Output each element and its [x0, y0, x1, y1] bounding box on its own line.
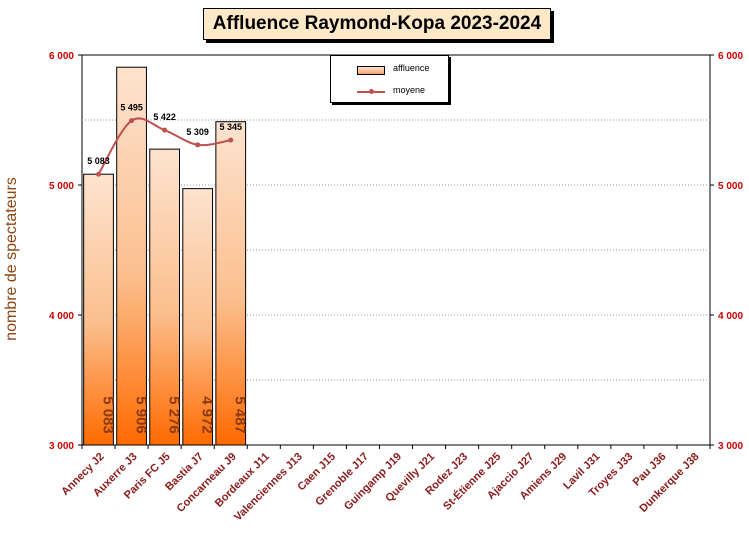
legend-swatch-dot	[369, 89, 374, 94]
y-tick-label-left: 6 000	[49, 51, 74, 62]
y-axis-label: nombre de spectateurs	[3, 177, 20, 341]
bar	[182, 188, 214, 446]
y-tick-label-right: 5 000	[718, 181, 743, 192]
moyenne-point	[129, 118, 135, 124]
moyenne-value-label: 5 495	[120, 103, 143, 113]
bar	[149, 148, 181, 446]
y-tick-label-left: 3 000	[49, 441, 74, 452]
legend-item-moyenne: moyene	[331, 84, 448, 100]
legend: affluence moyene	[330, 55, 449, 103]
x-category-label: St-Étienne J25	[440, 450, 503, 513]
bar	[215, 121, 247, 446]
bar-value-label: 4 972	[199, 396, 216, 434]
moyenne-value-label: 5 083	[87, 156, 110, 166]
bar	[116, 66, 147, 446]
legend-label-affluence: affluence	[393, 63, 430, 73]
bar-value-label: 5 906	[133, 396, 150, 434]
y-tick-label-right: 3 000	[718, 441, 743, 452]
y-tick-label-left: 5 000	[49, 181, 74, 192]
bar-value-label: 5 276	[166, 396, 183, 434]
moyenne-point	[162, 127, 168, 133]
bar-value-label: 5 083	[100, 396, 117, 434]
y-tick-label-right: 4 000	[718, 311, 743, 322]
moyenne-value-label: 5 422	[153, 112, 176, 122]
legend-label-moyenne: moyene	[393, 85, 426, 95]
moyenne-value-label: 5 309	[186, 127, 209, 137]
chart-title: Affluence Raymond-Kopa 2023-2024	[203, 8, 551, 40]
bar-value-label: 5 487	[232, 396, 249, 434]
x-category-label: Dunkerque J38	[637, 451, 701, 515]
y-tick-label-left: 4 000	[49, 311, 74, 322]
y-tick-label-right: 6 000	[718, 51, 743, 62]
legend-item-affluence: affluence	[331, 62, 448, 78]
moyenne-point	[195, 142, 201, 148]
moyenne-value-label: 5 345	[219, 122, 242, 132]
x-category-label: Guingamp J19	[342, 451, 404, 513]
legend-swatch-bar	[357, 66, 385, 75]
moyenne-point	[228, 137, 234, 143]
x-category-label: Concarneau J9	[175, 451, 239, 515]
moyenne-point	[96, 171, 102, 177]
